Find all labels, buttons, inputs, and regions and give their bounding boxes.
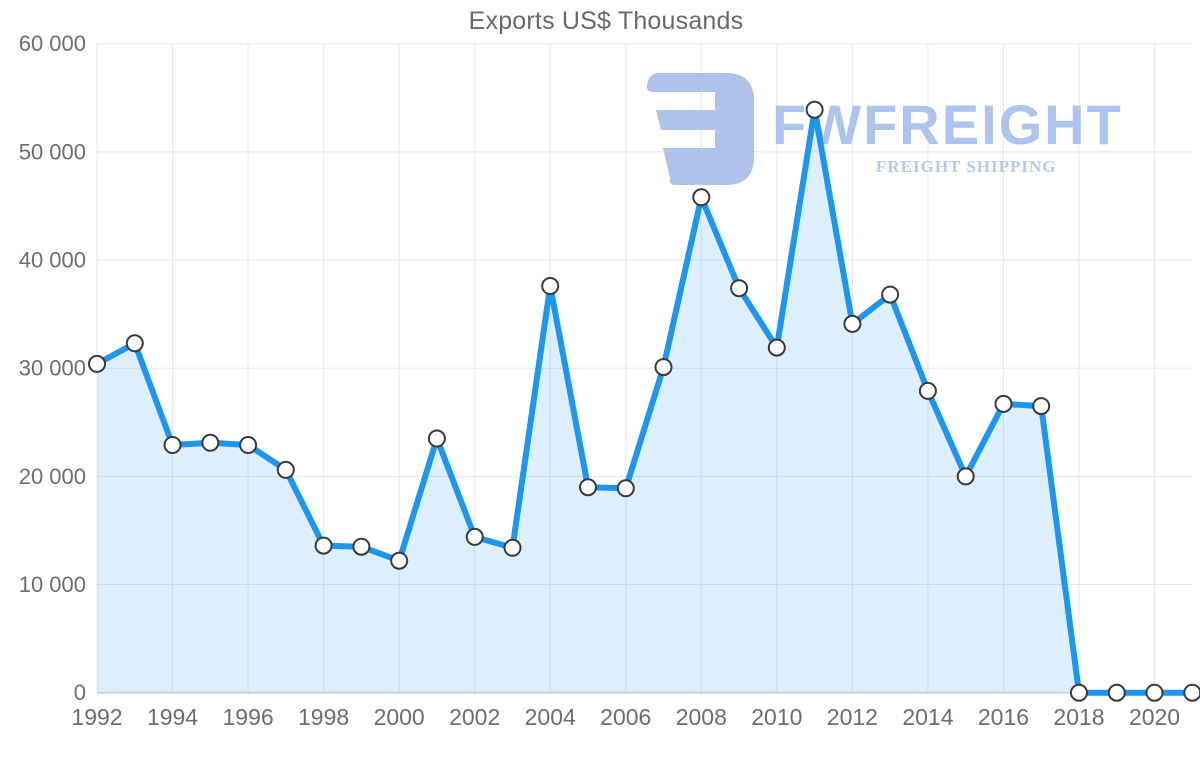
data-point: [314, 536, 333, 555]
x-tick-label: 1994: [147, 704, 198, 730]
series-line: [94, 106, 1196, 696]
y-tick-label: 50 000: [19, 139, 86, 164]
area-fill: [97, 109, 1193, 693]
data-point: [1183, 683, 1200, 702]
data-point: [1107, 683, 1126, 702]
data-point: [1145, 683, 1164, 702]
data-point: [579, 478, 597, 497]
data-point: [276, 460, 295, 479]
data-point: [994, 394, 1013, 413]
data-point: [201, 433, 220, 452]
data-point: [918, 381, 937, 400]
x-tick-label: 2010: [751, 704, 802, 730]
data-point: [654, 358, 673, 377]
data-point: [427, 429, 446, 448]
data-point: [352, 537, 371, 556]
y-tick-label: 60 000: [19, 31, 86, 56]
data-point: [616, 479, 635, 498]
data-point: [767, 338, 786, 357]
data-point: [503, 538, 522, 557]
data-point: [881, 285, 900, 304]
x-tick-label: 1996: [222, 704, 273, 730]
data-point: [730, 279, 749, 298]
y-tick-label: 30 000: [19, 356, 86, 381]
data-point: [692, 188, 711, 207]
x-tick-label: 2014: [902, 704, 953, 730]
x-tick-label: 2004: [525, 704, 576, 730]
x-tick-label: 2000: [374, 704, 425, 730]
x-tick-label: 2016: [978, 704, 1029, 730]
y-tick-label: 40 000: [19, 248, 86, 273]
x-tick-label: 2006: [600, 704, 651, 730]
y-tick-label: 10 000: [19, 572, 86, 597]
y-tick-label: 20 000: [19, 464, 86, 489]
data-point: [541, 277, 560, 295]
data-point: [163, 436, 182, 454]
data-point: [125, 334, 144, 353]
x-tick-label: 2002: [449, 704, 500, 730]
x-tick-label: 2008: [676, 704, 727, 730]
data-point: [465, 527, 484, 546]
y-tick-label: 0: [74, 680, 86, 705]
x-tick-label: 1992: [71, 704, 122, 730]
data-point: [1070, 683, 1088, 702]
data-point: [956, 467, 975, 486]
chart-title: Exports US$ Thousands: [468, 7, 744, 35]
x-tick-label: 2012: [827, 704, 878, 730]
x-tick-label: 2018: [1053, 704, 1104, 730]
data-point: [390, 551, 409, 570]
x-tick-label: 2020: [1129, 704, 1180, 730]
data-point: [805, 100, 824, 119]
data-point: [843, 314, 862, 333]
data-point: [1032, 397, 1051, 416]
data-point: [239, 436, 258, 454]
x-tick-label: 1998: [298, 704, 349, 730]
data-point: [88, 354, 106, 373]
